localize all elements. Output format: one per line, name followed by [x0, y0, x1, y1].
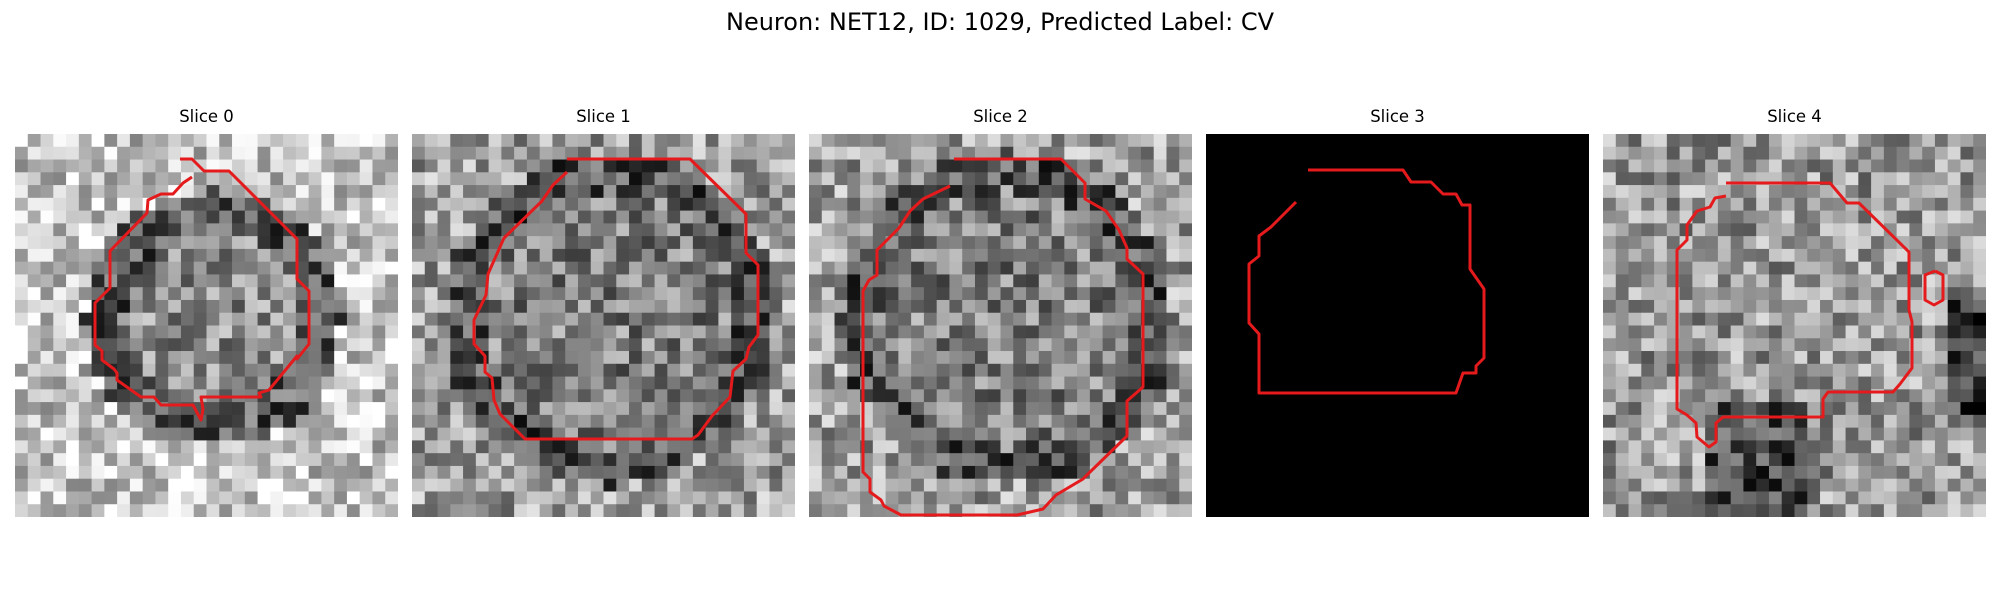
slice-image [1603, 134, 1986, 517]
slice-image [1206, 134, 1589, 517]
figure-title: Neuron: NET12, ID: 1029, Predicted Label… [0, 6, 2000, 38]
slice-title: Slice 1 [412, 106, 795, 128]
slice-title: Slice 0 [15, 106, 398, 128]
slice-image [809, 134, 1192, 517]
slice-title: Slice 3 [1206, 106, 1589, 128]
slice-title: Slice 4 [1603, 106, 1986, 128]
slice-image [15, 134, 398, 517]
slice-image [412, 134, 795, 517]
slice-title: Slice 2 [809, 106, 1192, 128]
